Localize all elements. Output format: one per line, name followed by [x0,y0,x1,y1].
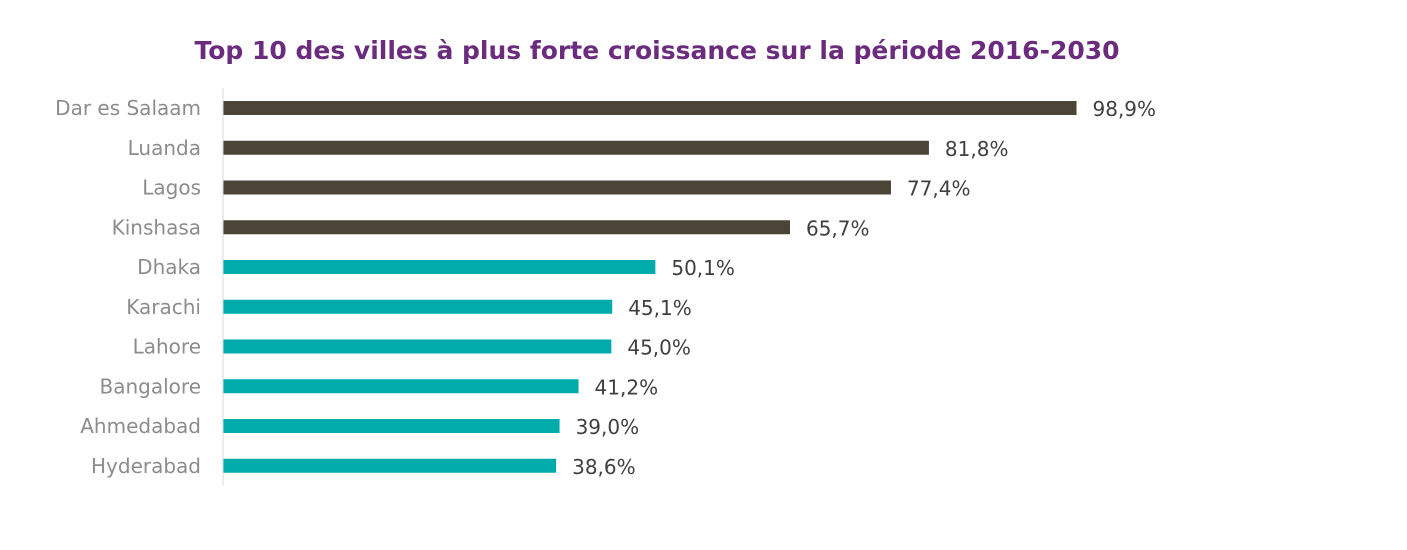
data-label: 98,9% [1093,97,1157,121]
bar [223,260,656,274]
category-label: Kinshasa [112,215,201,239]
chart-title: Top 10 des villes à plus forte croissanc… [194,36,1120,65]
data-label: 45,1% [628,296,692,320]
bar [223,379,579,394]
bar [223,101,1077,115]
data-label: 50,1% [671,256,735,280]
bar [223,419,560,433]
category-label: Lagos [142,176,201,200]
data-label: 41,2% [595,375,659,399]
bar [223,458,557,473]
category-label: Dhaka [137,255,201,279]
data-label: 45,0% [627,336,691,360]
bar [223,140,929,155]
bar [223,220,790,235]
data-label: 38,6% [572,455,636,479]
bar [223,180,891,195]
data-label: 39,0% [576,415,640,439]
data-label: 77,4% [907,177,971,201]
data-label: 65,7% [806,216,870,240]
category-label: Karachi [126,295,201,319]
data-label: 81,8% [945,137,1009,161]
category-label: Ahmedabad [80,414,201,438]
category-label: Hyderabad [91,454,201,478]
category-label: Dar es Salaam [55,96,201,120]
category-label: Luanda [128,136,201,160]
category-label: Bangalore [100,374,201,398]
bar [223,299,613,314]
bar [223,339,612,354]
category-label: Lahore [133,335,201,359]
